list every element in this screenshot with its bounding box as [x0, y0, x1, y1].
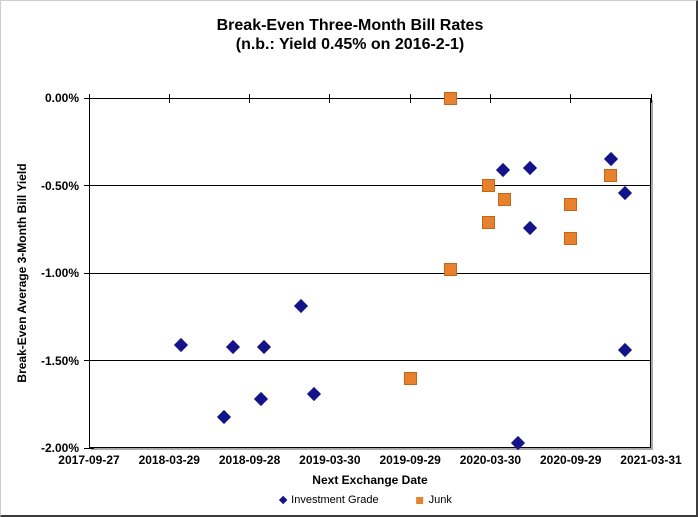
data-point-junk	[403, 371, 417, 385]
x-axis-tick	[489, 94, 491, 103]
x-axis-title: Next Exchange Date	[312, 473, 428, 487]
y-axis-tick	[84, 272, 94, 274]
x-tick-label: 2020-09-29	[540, 453, 602, 467]
y-tick-label: -2.00%	[40, 441, 79, 455]
data-point-junk	[564, 198, 578, 212]
x-axis-tick	[88, 94, 90, 103]
x-tick-label: 2018-03-29	[138, 453, 200, 467]
x-axis-tick	[409, 94, 411, 103]
y-tick-label: -1.50%	[40, 353, 79, 368]
data-point-junk	[482, 215, 496, 229]
chart-subtitle: (n.b.: Yield 0.45% on 2016-2-1)	[235, 36, 465, 53]
legend-item-investment-grade: Investment Grade	[278, 494, 379, 506]
x-axis-tick	[650, 94, 652, 103]
data-point-junk	[482, 179, 496, 192]
legend-item-junk: Junk	[416, 494, 452, 506]
data-point-junk	[604, 168, 618, 182]
legend: Investment Grade Junk	[278, 494, 452, 506]
x-tick-label: 2018-09-28	[218, 453, 281, 467]
y-axis-tick	[84, 447, 94, 449]
x-axis-tick	[168, 94, 170, 103]
data-point-junk	[564, 231, 578, 245]
x-axis-tick	[249, 94, 251, 103]
y-tick-label: -1.00%	[40, 266, 79, 280]
y-axis-tick	[84, 360, 94, 361]
legend-diamond-icon	[278, 495, 288, 505]
y-tick-label: 0.00%	[44, 91, 79, 105]
data-point-junk	[443, 263, 457, 276]
legend-item-label: Junk	[428, 494, 452, 506]
gridline	[89, 272, 651, 274]
chart-title-block: Break-Even Three-Month Bill Rates (n.b.:…	[1, 16, 696, 54]
legend-square-icon	[416, 496, 424, 504]
x-axis-tick	[329, 94, 331, 103]
y-tick-label: -0.50%	[40, 178, 79, 193]
x-tick-label: 2017-09-27	[58, 453, 120, 467]
y-axis-title: Break-Even Average 3-Month Bill Yield	[15, 163, 29, 383]
x-tick-label: 2020-03-30	[459, 453, 522, 467]
gridline	[89, 185, 651, 186]
x-tick-label: 2019-09-29	[379, 453, 441, 467]
x-tick-label: 2021-03-31	[620, 453, 682, 467]
gridline	[89, 360, 651, 361]
y-axis-tick	[84, 185, 94, 186]
data-point-junk	[443, 91, 457, 105]
data-point-junk	[497, 193, 511, 206]
legend-item-label: Investment Grade	[291, 494, 379, 506]
x-tick-label: 2019-03-30	[299, 453, 361, 467]
chart-title: Break-Even Three-Month Bill Rates	[216, 17, 484, 34]
x-axis-tick	[570, 94, 572, 103]
